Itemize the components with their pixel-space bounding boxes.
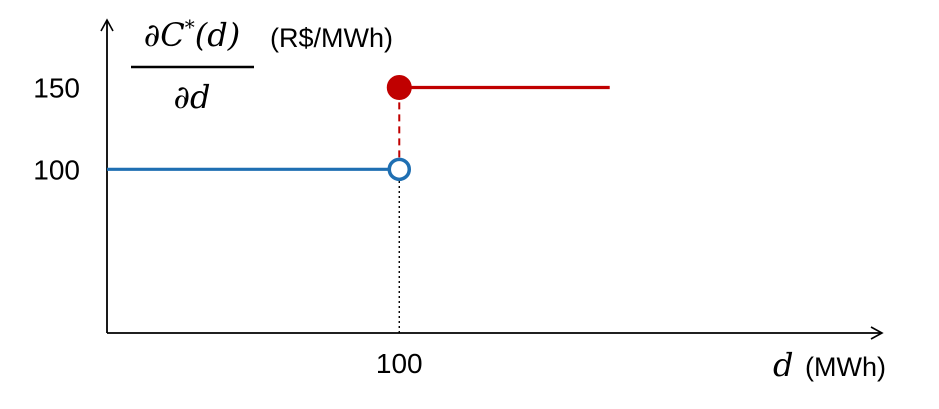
y-tick-label-100: 100 [33, 154, 80, 185]
filled-circle-marker [386, 74, 412, 100]
x-axis-label-unit: (MWh) [805, 352, 886, 382]
y-axis-label-numerator: ∂C*(d) [144, 15, 240, 54]
y-tick-label-150: 150 [33, 72, 80, 103]
open-circle-marker [387, 157, 412, 182]
y-axis-label: ∂C*(d) ∂d (R$/MWh) [131, 15, 393, 116]
y-axis-label-unit: (R$/MWh) [270, 23, 393, 53]
x-axis-label: d (MWh) [773, 346, 886, 384]
y-axis-label-denominator: ∂d [173, 78, 210, 116]
x-tick-label-100: 100 [376, 348, 423, 379]
x-axis-label-symbol: d [773, 346, 793, 384]
